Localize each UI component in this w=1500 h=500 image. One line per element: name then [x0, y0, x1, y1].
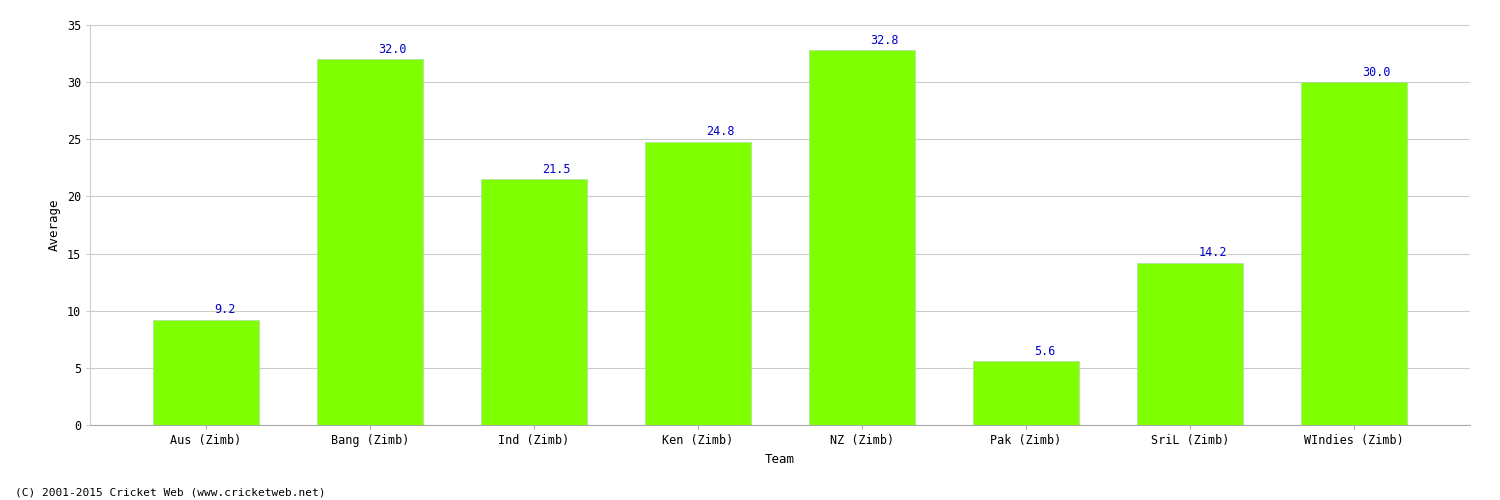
- Text: 5.6: 5.6: [1034, 344, 1056, 358]
- Bar: [480, 180, 588, 425]
- Bar: [153, 320, 260, 425]
- Text: (C) 2001-2015 Cricket Web (www.cricketweb.net): (C) 2001-2015 Cricket Web (www.cricketwe…: [15, 488, 326, 498]
- Bar: [808, 50, 915, 425]
- Text: 32.8: 32.8: [870, 34, 898, 46]
- Bar: [972, 361, 1080, 425]
- Bar: [645, 142, 752, 425]
- Bar: [1137, 262, 1244, 425]
- X-axis label: Team: Team: [765, 452, 795, 466]
- Bar: [316, 60, 423, 425]
- Text: 30.0: 30.0: [1362, 66, 1390, 78]
- Text: 9.2: 9.2: [214, 304, 236, 316]
- Text: 32.0: 32.0: [378, 43, 406, 56]
- Text: 24.8: 24.8: [706, 125, 735, 138]
- Bar: [1300, 82, 1407, 425]
- Text: 14.2: 14.2: [1198, 246, 1227, 260]
- Text: 21.5: 21.5: [542, 163, 570, 176]
- Y-axis label: Average: Average: [48, 198, 62, 251]
